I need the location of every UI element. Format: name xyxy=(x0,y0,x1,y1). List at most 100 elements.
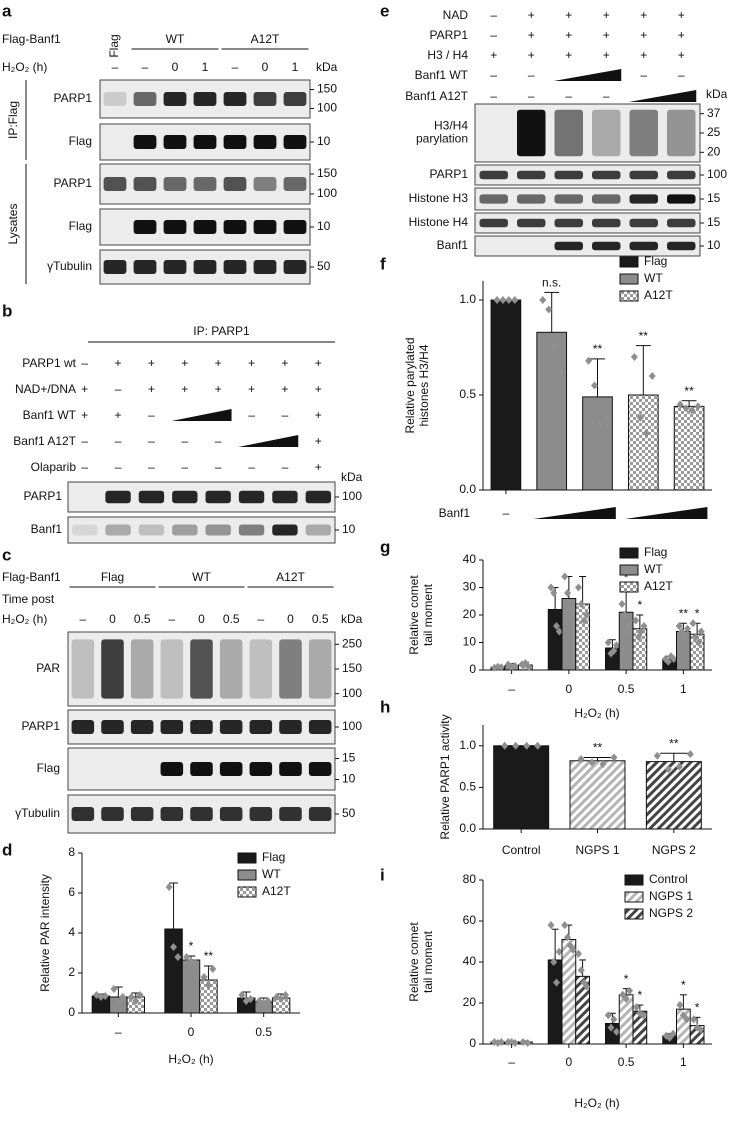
unit-label: kDa xyxy=(341,612,363,626)
blot-band xyxy=(71,720,95,734)
strip-label: Flag xyxy=(69,134,92,148)
blot-band xyxy=(160,807,184,821)
data-point xyxy=(613,1027,621,1036)
blot-band xyxy=(190,762,213,776)
legend-label: Control xyxy=(649,872,688,886)
lane-label: + xyxy=(81,408,88,422)
y-tick-label: 4 xyxy=(68,925,75,939)
blot-band xyxy=(133,135,157,149)
data-point xyxy=(561,921,569,930)
data-point xyxy=(626,986,634,995)
data-point xyxy=(690,1015,698,1024)
x-tick-label: 0 xyxy=(566,682,573,696)
row-label: Banf1 A12T xyxy=(405,89,468,103)
data-point xyxy=(277,995,285,1003)
data-point xyxy=(553,978,561,987)
x-tick-label: 1 xyxy=(680,682,687,696)
data-point xyxy=(639,1011,647,1020)
data-point xyxy=(675,622,683,630)
blot-band xyxy=(101,639,124,699)
legend-label: WT xyxy=(262,867,281,881)
y-tick-label: 40 xyxy=(463,552,477,566)
data-point xyxy=(555,627,563,636)
marker-label: 15 xyxy=(342,751,356,765)
data-point xyxy=(613,641,621,650)
blot-band xyxy=(517,170,546,180)
data-point xyxy=(512,741,520,750)
blot-band xyxy=(105,524,131,536)
data-point xyxy=(607,1023,615,1032)
bar xyxy=(561,938,577,1045)
y-axis-label: Relative comet xyxy=(407,575,421,655)
lane-label: + xyxy=(181,382,188,396)
data-point xyxy=(174,953,182,961)
y-tick-label: 20 xyxy=(463,607,477,621)
data-point xyxy=(497,663,505,672)
blot-band xyxy=(479,194,508,204)
y-axis-label: Relative PARP1 activity xyxy=(438,714,452,839)
data-point xyxy=(683,1015,691,1024)
lane-label: – xyxy=(181,460,188,474)
unit-label: kDa xyxy=(316,60,338,74)
significance: * xyxy=(695,606,700,620)
lane-label: – xyxy=(528,89,535,103)
blot-band xyxy=(554,218,583,228)
blot-band xyxy=(308,807,332,821)
blot-band xyxy=(193,92,217,106)
blot-band xyxy=(554,241,583,251)
data-point xyxy=(675,762,683,771)
row-label: PARP1 xyxy=(430,28,469,42)
lane-label: + xyxy=(315,356,322,370)
lane-label: – xyxy=(490,8,497,22)
marker-label: 10 xyxy=(317,219,331,233)
blot-band xyxy=(592,194,621,204)
legend-label: WT xyxy=(644,271,663,285)
data-point xyxy=(697,627,705,636)
x-tick-label: – xyxy=(503,506,510,520)
wedge xyxy=(628,90,697,102)
lane-label: – xyxy=(528,68,535,82)
lane-group: Flag xyxy=(101,570,124,584)
legend-label: Flag xyxy=(644,545,667,559)
error-bar xyxy=(636,614,644,629)
error-bar xyxy=(635,345,651,395)
significance: ** xyxy=(593,342,603,356)
blot-band xyxy=(133,92,157,106)
y-axis-label: tail moment xyxy=(421,930,435,993)
blot-band xyxy=(283,260,307,274)
significance: * xyxy=(695,1001,700,1015)
lane-label: + xyxy=(565,48,572,62)
marker-label: 100 xyxy=(317,186,337,200)
data-point xyxy=(580,616,588,625)
panel-label: i xyxy=(380,865,385,884)
data-point xyxy=(110,985,118,993)
marker-label: 50 xyxy=(342,806,356,820)
data-point xyxy=(669,1029,677,1038)
lane-label: + xyxy=(565,28,572,42)
data-point xyxy=(511,296,519,304)
data-point xyxy=(574,949,582,958)
lane-label: – xyxy=(490,89,497,103)
blot-band xyxy=(249,807,273,821)
marker-label: 15 xyxy=(707,191,721,205)
lane-label: – xyxy=(640,68,647,82)
blot-band xyxy=(283,92,307,106)
lane-label: – xyxy=(148,434,155,448)
data-point xyxy=(602,413,610,422)
blot-band xyxy=(272,524,298,536)
blot-band xyxy=(308,762,332,776)
y-axis-label: Relative comet xyxy=(407,922,421,1002)
group-label: IP:Flag xyxy=(6,101,20,139)
legend-label: Flag xyxy=(262,850,285,864)
data-point xyxy=(610,753,618,762)
row-label: NAD xyxy=(443,8,469,22)
lane-label: – xyxy=(603,89,610,103)
marker-label: 100 xyxy=(317,101,337,115)
data-point xyxy=(511,661,519,670)
lane-label: – xyxy=(257,612,264,626)
strip-label: Flag xyxy=(69,219,92,233)
y-tick-label: 1.0 xyxy=(459,738,476,752)
strip-label: H3/H4 xyxy=(434,119,468,133)
lane-label: – xyxy=(248,460,255,474)
